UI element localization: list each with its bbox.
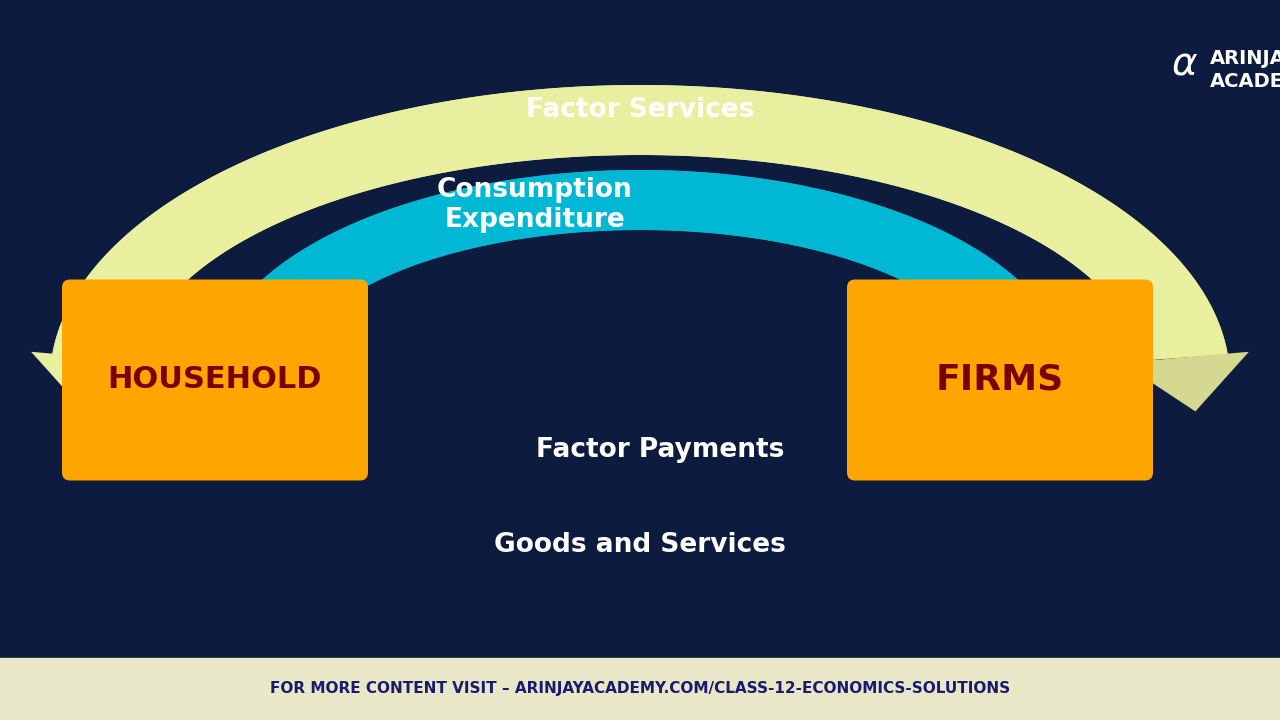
- Polygon shape: [214, 170, 1066, 359]
- Text: HOUSEHOLD: HOUSEHOLD: [108, 366, 323, 395]
- Polygon shape: [214, 170, 1066, 359]
- Polygon shape: [966, 346, 1085, 408]
- Polygon shape: [52, 85, 1228, 361]
- Text: FIRMS: FIRMS: [936, 363, 1064, 397]
- Text: α: α: [1172, 46, 1198, 84]
- Text: ARINJAY
ACADEMY: ARINJAY ACADEMY: [1210, 49, 1280, 91]
- FancyBboxPatch shape: [61, 279, 369, 480]
- Text: Consumption
Expenditure: Consumption Expenditure: [438, 177, 632, 233]
- Text: Factor Services: Factor Services: [526, 97, 754, 123]
- Bar: [0, 658, 1280, 720]
- Text: Goods and Services: Goods and Services: [494, 532, 786, 558]
- FancyBboxPatch shape: [847, 279, 1153, 480]
- Polygon shape: [195, 346, 314, 408]
- Polygon shape: [31, 352, 159, 411]
- Text: Factor Payments: Factor Payments: [536, 437, 785, 463]
- Polygon shape: [52, 85, 1228, 361]
- Polygon shape: [1121, 352, 1249, 411]
- Text: FOR MORE CONTENT VISIT – ARINJAYACADEMY.COM/CLASS-12-ECONOMICS-SOLUTIONS: FOR MORE CONTENT VISIT – ARINJAYACADEMY.…: [270, 682, 1010, 696]
